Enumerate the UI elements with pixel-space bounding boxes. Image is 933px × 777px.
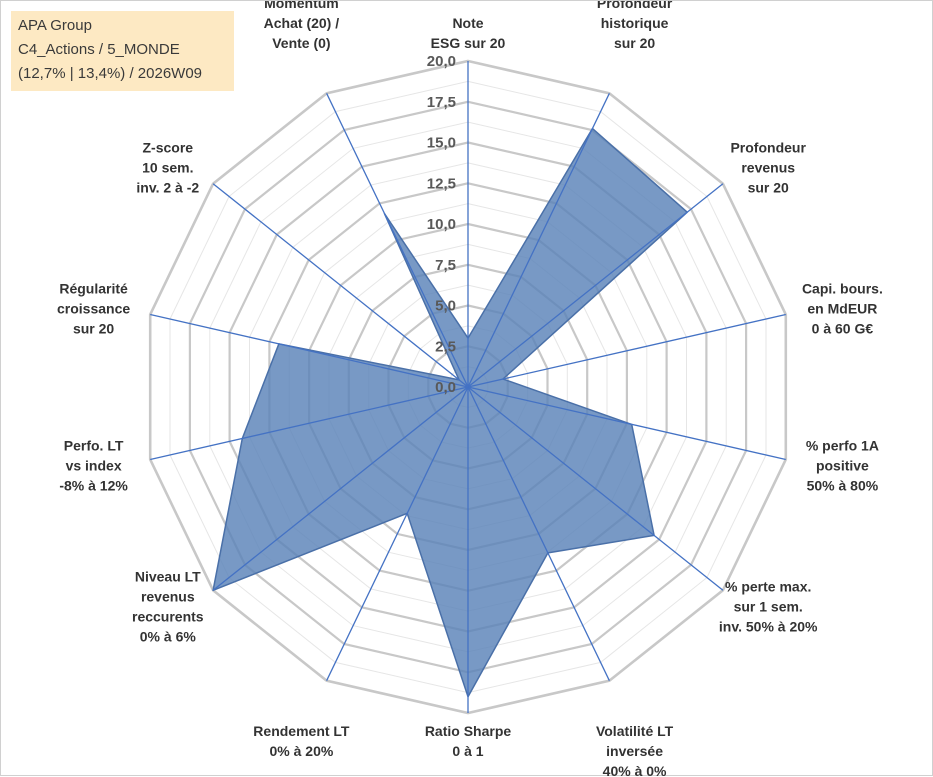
tick-label: 7,5 (435, 257, 456, 274)
tick-label: 15,0 (427, 135, 456, 152)
legend-title: APA Group (18, 17, 92, 34)
legend-stats: (12,7% | 13,4%) / 2026W09 (18, 65, 202, 82)
axis-label: Volatilité LT inversée 40% à 0% (596, 723, 674, 777)
tick-label: 0,0 (435, 379, 456, 396)
legend-box: APA Group C4_Actions / 5_MONDE (12,7% | … (11, 11, 234, 91)
axis-label: Régularité croissance sur 20 (57, 281, 130, 337)
axis-label: Perfo. LT vs index -8% à 12% (59, 437, 128, 493)
axis-label: Rendement LT 0% à 20% (253, 723, 350, 759)
axis-spoke (467, 313, 786, 388)
axis-spoke (467, 183, 724, 388)
legend-subtitle: C4_Actions / 5_MONDE (18, 41, 180, 58)
axis-spoke (467, 386, 786, 461)
tick-label: 20,0 (427, 53, 456, 70)
axis-spoke (212, 183, 469, 388)
tick-label: 10,0 (427, 216, 456, 233)
axis-label: Z-score 10 sem. inv. 2 à -2 (136, 140, 199, 196)
series-area (212, 127, 688, 698)
axis-spoke (150, 386, 469, 461)
axis-spoke (467, 386, 724, 591)
axis-label: Capi. bours. en MdEUR 0 à 60 G€ (802, 281, 883, 337)
axis-label: Profondeur historique sur 20 (597, 1, 673, 51)
tick-label: 17,5 (427, 94, 456, 111)
axis-label: % perfo 1A positive 50% à 80% (806, 437, 879, 493)
axis-spoke (326, 386, 469, 681)
axis-label: Ratio Sharpe 0 à 1 (425, 723, 512, 759)
tick-label: 5,0 (435, 298, 456, 315)
axis-label: Profondeur revenus sur 20 (730, 140, 806, 196)
tick-label: 2,5 (435, 338, 456, 355)
axis-label: % perte max. sur 1 sem. inv. 50% à 20% (719, 579, 818, 635)
axis-spoke (326, 93, 469, 388)
axis-label: Note ESG sur 20 (431, 15, 506, 51)
axis-spoke (467, 386, 610, 681)
tick-label: 12,5 (427, 175, 456, 192)
axis-label: Niveau LT revenus reccurents 0% à 6% (132, 569, 204, 645)
axis-spoke (212, 386, 469, 591)
axis-spoke (467, 93, 610, 388)
axis-spoke (150, 313, 469, 388)
axis-label: Momentum Achat (20) / Vente (0) (264, 1, 340, 51)
